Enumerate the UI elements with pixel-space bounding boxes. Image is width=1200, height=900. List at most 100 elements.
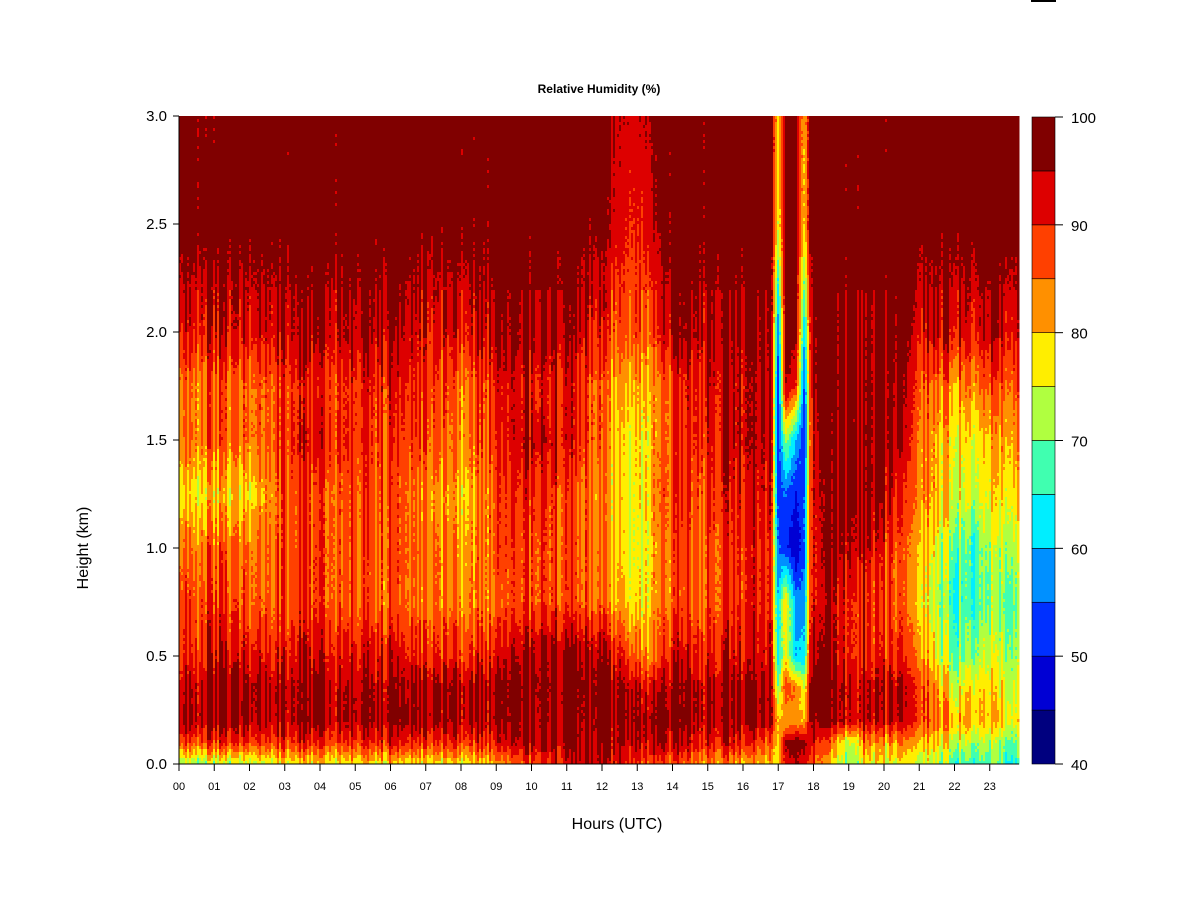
heatmap-cell bbox=[297, 686, 300, 690]
heatmap-cell bbox=[369, 320, 372, 324]
heatmap-cell bbox=[479, 275, 482, 282]
heatmap-cell bbox=[215, 743, 218, 753]
heatmap-cell bbox=[317, 320, 320, 327]
heatmap-cell bbox=[519, 674, 522, 723]
heatmap-cell bbox=[365, 746, 368, 756]
heatmap-cell bbox=[369, 575, 372, 639]
heatmap-cell bbox=[311, 284, 314, 288]
heatmap-cell bbox=[519, 485, 522, 621]
heatmap-cell bbox=[393, 443, 396, 633]
heatmap-cell bbox=[217, 542, 220, 546]
heatmap-cell bbox=[463, 662, 466, 687]
heatmap-cell bbox=[255, 737, 258, 741]
heatmap-cell bbox=[467, 521, 470, 525]
heatmap-cell bbox=[533, 653, 536, 747]
heatmap-cell bbox=[397, 473, 400, 477]
heatmap-cell bbox=[187, 758, 190, 765]
heatmap-cell bbox=[347, 398, 350, 402]
heatmap-cell bbox=[183, 635, 186, 639]
heatmap-cell bbox=[479, 281, 482, 285]
heatmap-cell bbox=[517, 473, 520, 477]
heatmap-cell bbox=[225, 410, 228, 414]
heatmap-cell bbox=[455, 506, 458, 513]
heatmap-cell bbox=[539, 752, 542, 765]
heatmap-cell bbox=[349, 353, 352, 360]
heatmap-cell bbox=[383, 590, 386, 603]
heatmap-cell bbox=[277, 659, 280, 663]
heatmap-cell bbox=[349, 662, 352, 732]
heatmap-cell bbox=[391, 617, 394, 621]
heatmap-cell bbox=[535, 689, 538, 693]
heatmap-cell bbox=[465, 323, 468, 333]
heatmap-cell bbox=[281, 530, 284, 534]
heatmap-cell bbox=[185, 746, 188, 753]
heatmap-cell bbox=[183, 695, 186, 705]
heatmap-cell bbox=[187, 464, 190, 468]
heatmap-cell bbox=[307, 368, 310, 375]
heatmap-cell bbox=[399, 395, 402, 399]
heatmap-cell bbox=[363, 644, 366, 648]
heatmap-cell bbox=[535, 464, 538, 468]
heatmap-cell bbox=[561, 593, 564, 597]
heatmap-cell bbox=[229, 488, 232, 507]
heatmap-cell bbox=[441, 458, 444, 564]
heatmap-cell bbox=[349, 590, 352, 594]
heatmap-cell bbox=[253, 278, 256, 282]
heatmap-cell bbox=[407, 305, 410, 384]
heatmap-cell bbox=[435, 278, 438, 291]
heatmap-cell bbox=[547, 551, 550, 555]
heatmap-cell bbox=[355, 398, 358, 414]
heatmap-cell bbox=[191, 479, 194, 513]
heatmap-cell bbox=[183, 410, 186, 417]
heatmap-cell bbox=[433, 392, 436, 396]
heatmap-cell bbox=[361, 383, 364, 390]
heatmap-cell bbox=[431, 728, 434, 744]
heatmap-cell bbox=[213, 296, 216, 300]
heatmap-cell bbox=[351, 383, 354, 645]
heatmap-cell bbox=[531, 596, 534, 603]
heatmap-cell bbox=[223, 614, 226, 669]
heatmap-cell bbox=[539, 392, 542, 399]
heatmap-cell bbox=[191, 386, 194, 390]
heatmap-cell bbox=[303, 632, 306, 744]
heatmap-cell bbox=[211, 743, 214, 753]
heatmap-cell bbox=[295, 659, 298, 663]
heatmap-cell bbox=[407, 608, 410, 612]
heatmap-cell bbox=[511, 557, 514, 561]
heatmap-cell bbox=[521, 536, 524, 549]
heatmap-cell bbox=[413, 707, 416, 726]
heatmap-cell bbox=[317, 377, 320, 381]
heatmap-cell bbox=[295, 746, 298, 756]
heatmap-cell bbox=[273, 617, 276, 621]
heatmap-cell bbox=[281, 542, 284, 549]
heatmap-cell bbox=[233, 326, 236, 330]
heatmap-cell bbox=[381, 563, 384, 570]
heatmap-cell bbox=[357, 116, 360, 255]
heatmap-cell bbox=[361, 314, 364, 339]
heatmap-cell bbox=[323, 356, 326, 489]
heatmap-cell bbox=[333, 527, 336, 537]
heatmap-cell bbox=[475, 743, 478, 756]
heatmap-cell bbox=[411, 749, 414, 759]
heatmap-cell bbox=[413, 560, 416, 579]
heatmap-cell bbox=[557, 353, 560, 477]
heatmap-cell bbox=[559, 641, 562, 747]
heatmap-cell bbox=[507, 716, 510, 723]
heatmap-cell bbox=[523, 575, 526, 579]
heatmap-cell bbox=[475, 458, 478, 468]
heatmap-cell bbox=[235, 455, 238, 459]
heatmap-cell bbox=[249, 482, 252, 501]
heatmap-cell bbox=[325, 755, 328, 765]
heatmap-cell bbox=[341, 281, 344, 285]
heatmap-cell bbox=[299, 611, 302, 615]
heatmap-cell bbox=[307, 722, 310, 741]
heatmap-cell bbox=[341, 746, 344, 756]
heatmap-cell bbox=[271, 497, 274, 618]
heatmap-cell bbox=[253, 599, 256, 603]
heatmap-cell bbox=[515, 659, 518, 663]
heatmap-cell bbox=[437, 302, 440, 372]
heatmap-cell bbox=[203, 362, 206, 459]
heatmap-cell bbox=[359, 491, 362, 495]
heatmap-cell bbox=[359, 509, 362, 513]
heatmap-cell bbox=[437, 755, 440, 762]
